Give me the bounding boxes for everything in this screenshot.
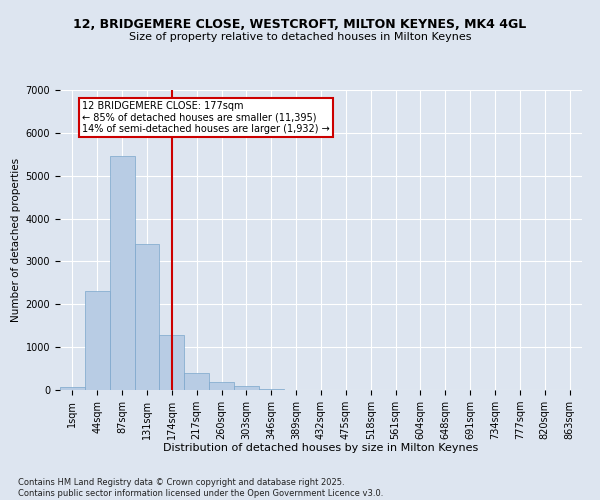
Bar (60, 388, 85, 390)
Y-axis label: Number of detached properties: Number of detached properties (11, 158, 22, 322)
X-axis label: Distribution of detached houses by size in Milton Keynes: Distribution of detached houses by size … (163, 444, 479, 454)
Text: 12 BRIDGEMERE CLOSE: 177sqm
← 85% of detached houses are smaller (11,395)
14% of: 12 BRIDGEMERE CLOSE: 177sqm ← 85% of det… (82, 100, 330, 134)
Bar (160, 335, 184, 390)
Bar (209, 382, 234, 390)
Bar (85, 292, 110, 390)
Bar (184, 374, 209, 390)
Text: Size of property relative to detached houses in Milton Keynes: Size of property relative to detached ho… (129, 32, 471, 42)
Bar (134, 244, 160, 390)
Bar (234, 386, 259, 390)
Text: 12, BRIDGEMERE CLOSE, WESTCROFT, MILTON KEYNES, MK4 4GL: 12, BRIDGEMERE CLOSE, WESTCROFT, MILTON … (73, 18, 527, 30)
Bar (110, 156, 134, 390)
Bar (259, 388, 284, 390)
Text: Contains HM Land Registry data © Crown copyright and database right 2025.
Contai: Contains HM Land Registry data © Crown c… (18, 478, 383, 498)
